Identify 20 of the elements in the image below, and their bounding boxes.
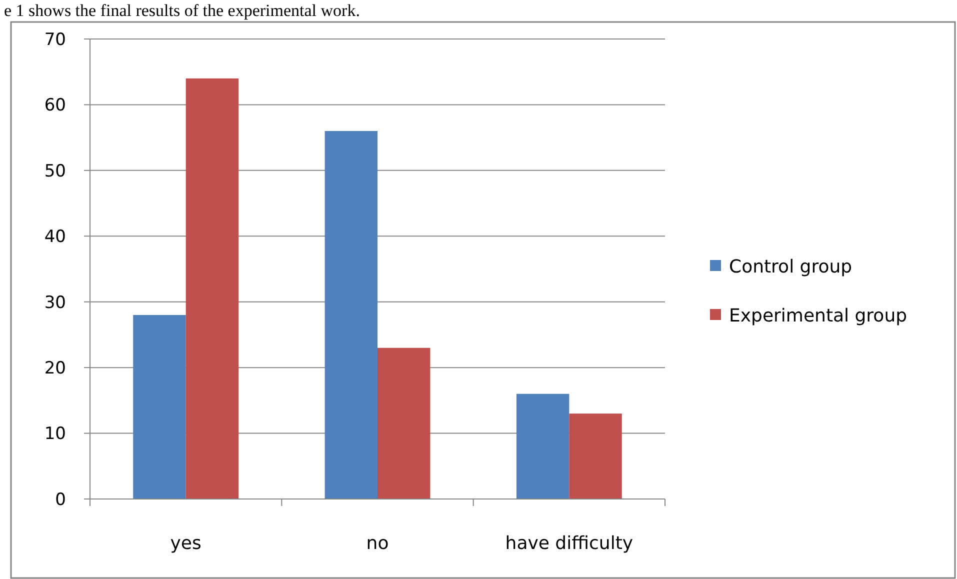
y-tick-label: 70 bbox=[44, 30, 66, 50]
y-tick-label: 10 bbox=[44, 424, 66, 444]
bar bbox=[378, 348, 430, 499]
bar bbox=[186, 78, 239, 499]
bar bbox=[569, 414, 622, 499]
legend-label: Experimental group bbox=[729, 305, 908, 326]
text: e 1 shows the final results of the experimental work. bbox=[4, 1, 360, 20]
x-tick-label: no bbox=[366, 533, 389, 554]
y-tick-label: 30 bbox=[44, 292, 66, 313]
bar bbox=[133, 315, 186, 499]
x-tick-label: have difficulty bbox=[505, 533, 634, 554]
bar bbox=[516, 394, 570, 499]
y-tick-label: 20 bbox=[44, 358, 66, 379]
x-tick-label: yes bbox=[170, 533, 202, 554]
legend-label: Control group bbox=[729, 256, 852, 278]
y-tick-label: 60 bbox=[44, 96, 66, 116]
y-tick-label: 40 bbox=[44, 227, 66, 248]
y-tick-label: 0 bbox=[55, 490, 66, 510]
bar bbox=[324, 131, 378, 499]
y-tick-label: 50 bbox=[44, 161, 66, 182]
